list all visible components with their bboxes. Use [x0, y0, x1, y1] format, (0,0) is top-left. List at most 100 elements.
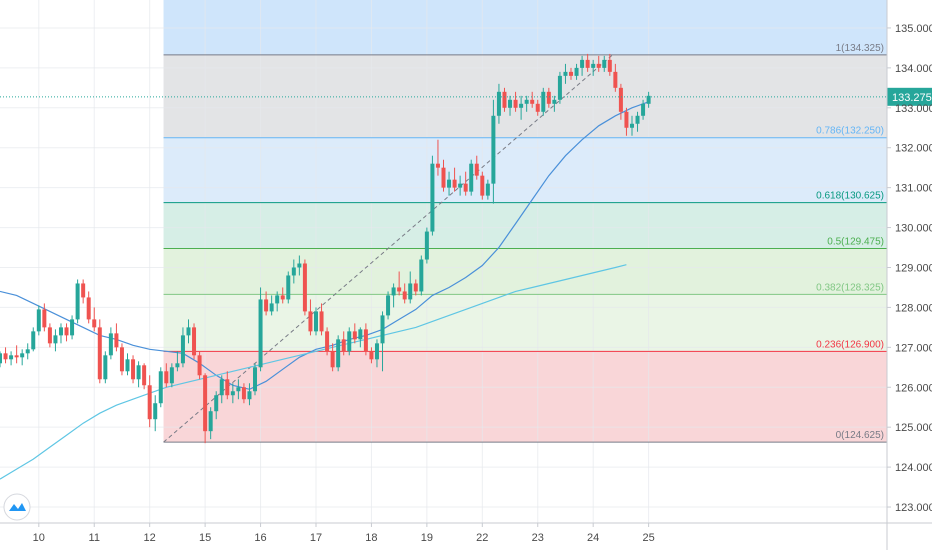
moving-averages [0, 101, 649, 480]
candle-body [125, 359, 130, 372]
candle-body [519, 103, 524, 108]
candle-body [253, 367, 258, 392]
candle-body [313, 311, 318, 332]
candle-body [203, 375, 208, 432]
candle-body [14, 355, 19, 358]
fib-trend-dashed [163, 54, 613, 443]
y-tick-label: 133.000 [895, 103, 932, 115]
candle-body [103, 355, 108, 380]
candle-body [280, 295, 285, 300]
x-tick-label: 19 [421, 532, 433, 544]
candle-body [108, 333, 113, 356]
x-tick-label: 25 [642, 532, 654, 544]
candle-body [646, 95, 651, 104]
candle-body [175, 363, 180, 368]
candle-body [47, 327, 52, 344]
ma-line-1 [0, 101, 649, 390]
fib-label: 0.786(132.250) [816, 126, 884, 137]
y-tick-label: 127.000 [895, 342, 932, 354]
y-tick-label: 123.000 [895, 502, 932, 514]
x-tick-label: 17 [310, 532, 322, 544]
fib-label: 0(124.625) [836, 430, 884, 441]
candle-body [535, 103, 540, 112]
candle-body [402, 291, 407, 300]
candle-body [480, 175, 485, 196]
grid [0, 0, 887, 523]
candle-body [25, 349, 30, 354]
candle-body [607, 59, 612, 72]
candle-body [236, 387, 241, 392]
candle-body [530, 99, 535, 104]
fib-lines: 1(134.325) 0.786(132.250) 0.618(130.625) 0.… [163, 43, 887, 443]
candle-body [230, 391, 235, 396]
candle-body [58, 327, 63, 336]
candle-body [302, 263, 307, 312]
candle-body [513, 99, 518, 108]
candle-body [36, 309, 41, 332]
candle-body [496, 91, 501, 116]
candle-body [208, 411, 213, 432]
candle-body [180, 335, 185, 364]
candle-body [9, 355, 14, 360]
candle-body [0, 353, 2, 364]
candle-body [585, 59, 590, 68]
fib-trend-line [163, 54, 613, 443]
candle-body [192, 327, 197, 356]
candle-body [214, 395, 219, 412]
candle-body [153, 403, 158, 420]
candle-body [469, 163, 474, 192]
candle-body [286, 275, 291, 300]
candle-body [629, 123, 634, 128]
candle-body [441, 167, 446, 188]
y-tick-label: 131.000 [895, 183, 932, 195]
candle-body [291, 267, 296, 276]
candle-body [552, 99, 557, 104]
candle-body [419, 259, 424, 292]
candle-body [580, 59, 585, 68]
candle-body [618, 87, 623, 112]
candle-body [225, 379, 230, 396]
candle-body [186, 327, 191, 336]
candle-body [136, 365, 141, 380]
candle-body [92, 319, 97, 328]
x-tick-label: 23 [532, 532, 544, 544]
candle-body [447, 179, 452, 188]
y-tick-label: 132.000 [895, 143, 932, 155]
candle-body [247, 391, 252, 400]
candle-body [169, 367, 174, 384]
candle-body [42, 309, 47, 328]
last-price-line: 133.275 [0, 87, 932, 106]
candle-body [97, 327, 102, 380]
candle-body [158, 371, 163, 404]
tradingview-logo[interactable] [3, 493, 31, 521]
candle-body [241, 387, 246, 400]
candle-body [352, 331, 357, 340]
candle-body [641, 103, 646, 116]
candle-body [369, 351, 374, 360]
x-tick-label: 11 [89, 532, 100, 544]
candle-body [408, 283, 413, 300]
fib-zone-1 [163, 137, 887, 203]
fib-label: 0.382(128.325) [816, 282, 884, 293]
candle-body [147, 385, 152, 420]
candle-body [424, 231, 429, 260]
candle-body [197, 355, 202, 376]
candle-body [358, 329, 363, 340]
candle-body [430, 163, 435, 232]
candle-body [325, 331, 330, 352]
y-tick-label: 124.000 [895, 462, 932, 474]
candle-body [20, 353, 25, 358]
fib-label: 0.618(130.625) [816, 191, 884, 202]
ma-line-2 [0, 264, 627, 480]
x-tick-label: 15 [199, 532, 211, 544]
last-price-label: 133.275 [892, 92, 932, 104]
y-tick-label: 128.000 [895, 302, 932, 314]
candle-body [546, 91, 551, 104]
candle-body [330, 351, 335, 368]
candle-body [142, 365, 147, 386]
candle-body [64, 327, 69, 336]
candle-body [3, 353, 8, 360]
